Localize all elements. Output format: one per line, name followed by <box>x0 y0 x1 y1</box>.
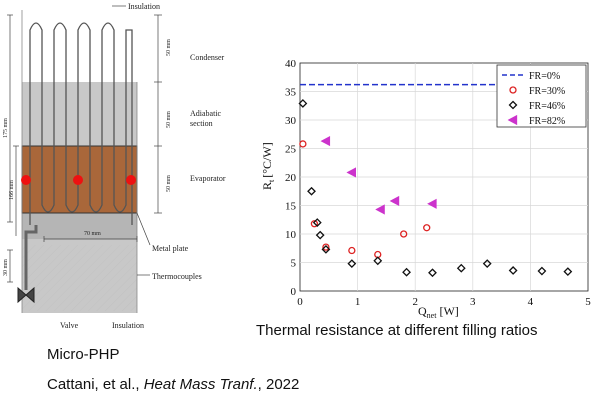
citation: Cattani, et al., Heat Mass Tranf., 2022 <box>47 376 299 393</box>
chart-caption: Thermal resistance at different filling … <box>256 322 538 339</box>
chart-x-ticks: 0 1 2 3 4 5 <box>297 296 591 308</box>
thermocouple-dot-2 <box>73 175 83 185</box>
y-tick-label: 15 <box>285 201 297 213</box>
legend-label-fr-0-: FR=0% <box>529 71 560 82</box>
label-dim-30: 30 mm <box>3 259 9 276</box>
label-insulation-top: Insulation <box>128 2 160 11</box>
thermocouple-dot-3 <box>126 175 136 185</box>
point-fr-30- <box>348 246 356 255</box>
y-tick-label: 10 <box>285 229 297 241</box>
point-fr-46- <box>508 266 518 275</box>
point-fr-46- <box>373 256 383 266</box>
insulation-lower-hatch <box>22 245 137 311</box>
label-thermocouples: Thermocouples <box>152 272 202 281</box>
y-tick-label: 25 <box>285 144 297 156</box>
point-fr-46- <box>298 99 308 108</box>
point-fr-46- <box>537 266 547 276</box>
insulation-upper <box>22 82 137 146</box>
y-tick-label: 30 <box>285 115 297 127</box>
point-fr-82- <box>389 195 400 207</box>
metal-plate-band <box>22 213 137 239</box>
legend-swatch <box>508 100 518 110</box>
chart: 0 5 10 15 20 25 30 35 40 0 1 2 3 4 5 Rt[°C/W] Qnet [W]… <box>260 58 591 320</box>
php-caption: Micro-PHP <box>47 346 120 363</box>
chart-x-label: Qnet [W] <box>418 304 459 320</box>
label-dim-175: 175 mm <box>3 118 9 138</box>
citation-year: , 2022 <box>257 376 300 393</box>
point-fr-46- <box>347 259 357 269</box>
point-fr-46- <box>563 267 573 277</box>
legend-label-fr-46-: FR=46% <box>529 101 565 112</box>
label-dim-166: 166 mm <box>9 180 15 200</box>
point-fr-46- <box>456 263 466 273</box>
label-dim-50-c: 50 mm <box>166 175 172 192</box>
y-tick-label: 0 <box>291 286 297 298</box>
point-fr-46- <box>402 267 411 277</box>
label-dim-50-b: 50 mm <box>166 111 172 128</box>
point-fr-82- <box>427 198 437 209</box>
legend-label-fr-30-: FR=30% <box>529 86 565 97</box>
x-tick-label: 1 <box>355 296 361 308</box>
point-fr-46- <box>315 230 325 240</box>
citation-authors: Cattani, et al., <box>47 376 144 393</box>
y-tick-label: 5 <box>291 258 297 270</box>
x-tick-label: 3 <box>470 296 476 308</box>
citation-journal: Heat Mass Tranf. <box>143 376 258 393</box>
point-fr-30- <box>299 140 307 148</box>
point-fr-46- <box>428 268 437 278</box>
valve-icon <box>17 286 35 304</box>
legend-swatch <box>507 114 518 126</box>
label-adiabatic: Adiabatic <box>190 109 222 118</box>
label-dim-70: 70 mm <box>84 231 101 237</box>
label-valve: Valve <box>60 321 79 330</box>
php-diagram: Insulation Condenser Adiabatic section E… <box>3 2 226 330</box>
point-fr-82- <box>320 136 331 147</box>
label-condenser: Condenser <box>190 53 225 62</box>
point-fr-30- <box>400 230 408 238</box>
label-evaporator: Evaporator <box>190 174 226 183</box>
point-fr-82- <box>346 167 356 178</box>
legend-swatch <box>509 86 517 94</box>
legend-label-fr-82-: FR=82% <box>529 116 565 127</box>
chart-legend: FR=0% FR=30% FR=46% FR=82% <box>496 64 587 128</box>
x-tick-label: 2 <box>412 296 418 308</box>
point-fr-46- <box>482 259 492 269</box>
x-tick-label: 4 <box>528 296 534 308</box>
x-tick-label: 5 <box>585 296 591 308</box>
point-fr-30- <box>322 243 330 251</box>
fill-pipe <box>24 225 38 290</box>
point-fr-46- <box>321 244 331 254</box>
point-fr-46- <box>312 218 322 228</box>
y-tick-label: 40 <box>285 58 297 70</box>
thermocouple-dots <box>21 175 136 185</box>
label-section: section <box>190 119 213 128</box>
point-fr-30- <box>423 224 431 232</box>
y-tick-label: 20 <box>285 172 297 184</box>
label-insulation-bottom: Insulation <box>112 321 144 330</box>
point-fr-46- <box>307 186 316 196</box>
serpentine-tube <box>29 22 133 225</box>
point-fr-82- <box>375 204 385 215</box>
label-dim-50-a: 50 mm <box>166 39 172 56</box>
y-tick-label: 35 <box>285 87 297 99</box>
chart-y-label: Rt[°C/W] <box>260 142 276 190</box>
point-fr-30- <box>310 220 319 228</box>
x-tick-label: 0 <box>297 296 303 308</box>
chart-y-ticks: 0 5 10 15 20 25 30 35 40 <box>285 58 297 298</box>
label-metal-plate: Metal plate <box>152 244 189 253</box>
thermocouple-dot-1 <box>21 175 31 185</box>
chart-grid <box>300 63 588 291</box>
